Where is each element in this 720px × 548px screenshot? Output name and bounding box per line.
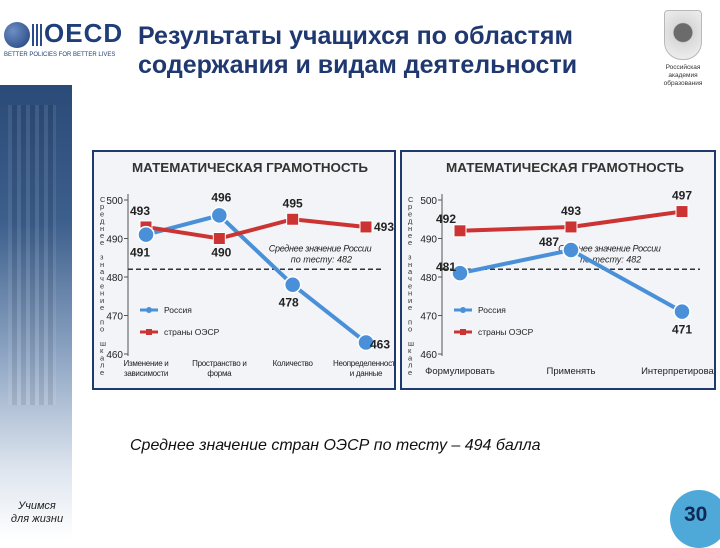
- russia-point: [357, 333, 375, 352]
- oecd-data-label: 492: [436, 212, 456, 226]
- x-tick-label: Изменение и зависимости: [124, 359, 169, 378]
- russia-point: [451, 264, 469, 282]
- legend-label-russia: Россия: [164, 305, 192, 315]
- oecd-data-label: 495: [283, 196, 303, 210]
- russia-data-label: 496: [211, 190, 231, 204]
- russia-point: [562, 241, 580, 259]
- y-tick-label: 490: [420, 235, 437, 246]
- x-tick-label: Формулировать: [425, 366, 495, 377]
- x-tick-label: Интерпретировать: [641, 366, 714, 377]
- y-tick-label: 490: [106, 235, 123, 246]
- y-tick-label: 500: [420, 196, 437, 207]
- academy-emblem: Российская академия образования: [652, 10, 714, 100]
- slogan-line-2: для жизни: [10, 513, 64, 525]
- emblem-caption-line-1: Российская: [665, 64, 701, 71]
- page-title: Результаты учащихся по областям содержан…: [138, 22, 643, 80]
- russia-point: [673, 302, 691, 321]
- russia-point: [210, 206, 229, 225]
- oecd-logo: OECD BETTER POLICIES FOR BETTER LIVES: [4, 18, 124, 60]
- y-tick-label: 470: [420, 312, 437, 323]
- chart-title: МАТЕМАТИЧЕСКАЯ ГРАМОТНОСТЬ: [132, 161, 368, 175]
- oecd-point: [286, 212, 300, 226]
- x-tick-label: Пространство и форма: [192, 359, 246, 378]
- strip-texture: [8, 105, 56, 405]
- russia-data-label: 463: [370, 337, 390, 351]
- series-line-russia: [459, 247, 683, 314]
- reference-line-label: Среднее значение России: [269, 243, 372, 253]
- y-tick-label: 460: [420, 350, 437, 361]
- x-tick-label: Неопределенность и данные: [333, 359, 394, 378]
- slide-number: 30: [684, 503, 708, 526]
- russia-data-label: 481: [436, 260, 456, 274]
- slide-number-badge: 30: [670, 490, 720, 548]
- russia-point: [283, 275, 302, 294]
- left-photo-strip: [0, 85, 72, 540]
- russia-point: [137, 225, 155, 244]
- y-tick-label: 480: [106, 273, 123, 284]
- series-line-russia: [145, 213, 368, 345]
- eagle-emblem-icon: [664, 10, 702, 60]
- oecd-point: [675, 205, 689, 219]
- y-tick-label: 480: [420, 273, 437, 284]
- x-tick-label: Применять: [547, 366, 596, 377]
- oecd-data-label: 493: [130, 204, 150, 218]
- logo-name: OECD: [44, 18, 124, 48]
- title-line-1: Результаты учащихся по областям: [138, 22, 573, 50]
- oecd-point: [564, 220, 578, 234]
- reference-line-value-label: по тесту: 482: [580, 254, 641, 264]
- series-line-oecd: [145, 217, 367, 241]
- oecd-point: [453, 224, 467, 238]
- reference-line-value-label: по тесту: 482: [291, 254, 352, 264]
- russia-data-label: 487: [539, 235, 559, 249]
- title-line-2: содержания и видам деятельности: [138, 51, 578, 79]
- y-tick-label: 470: [106, 312, 123, 323]
- chart-title: МАТЕМАТИЧЕСКАЯ ГРАМОТНОСТЬ: [446, 161, 684, 175]
- legend-label-oecd: страны ОЭСР: [164, 327, 220, 337]
- oecd-data-label: 493: [561, 204, 581, 218]
- legend-marker-russia: [460, 307, 466, 313]
- slogan-line-1: Учимся: [18, 500, 56, 512]
- x-tick-label: Количество: [273, 359, 314, 368]
- y-tick-label: 460: [106, 350, 123, 361]
- emblem-caption-line-2: академия: [668, 72, 698, 79]
- oecd-data-label: 493: [374, 220, 394, 234]
- emblem-caption: Российская академия образования: [652, 64, 714, 88]
- emblem-caption-line-3: образования: [663, 80, 703, 87]
- reference-line-label: Среднее значение России: [558, 243, 661, 253]
- slogan: Учимся для жизни: [4, 500, 70, 526]
- oecd-point: [359, 220, 373, 234]
- oecd-average-summary: Среднее значение стран ОЭСР по тесту – 4…: [130, 437, 541, 454]
- logo-motto: BETTER POLICIES FOR BETTER LIVES: [4, 52, 116, 58]
- legend-label-russia: Россия: [478, 305, 506, 315]
- russia-data-label: 471: [672, 323, 692, 337]
- russia-data-label: 478: [279, 296, 299, 310]
- oecd-point: [212, 232, 226, 245]
- oecd-data-label: 497: [672, 189, 692, 203]
- legend-marker-oecd: [146, 329, 152, 335]
- oecd-data-label: 490: [211, 246, 231, 260]
- legend-marker-oecd: [460, 329, 466, 335]
- globe-icon: [4, 22, 30, 48]
- logo-stripes: [32, 24, 42, 46]
- russia-data-label: 491: [130, 246, 150, 260]
- y-tick-label: 500: [106, 196, 123, 207]
- legend-label-oecd: страны ОЭСР: [478, 327, 534, 337]
- legend-marker-russia: [146, 307, 152, 313]
